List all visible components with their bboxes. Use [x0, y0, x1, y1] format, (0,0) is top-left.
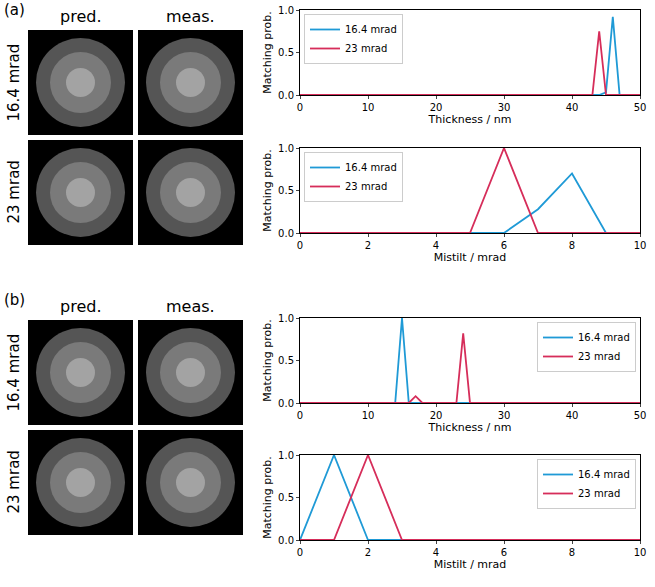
svg-text:0.5: 0.5: [278, 47, 294, 58]
svg-text:2: 2: [365, 240, 371, 251]
svg-text:23 mrad: 23 mrad: [578, 351, 620, 362]
svg-text:10: 10: [362, 410, 375, 421]
svg-text:0.5: 0.5: [278, 185, 294, 196]
svg-text:16.4 mrad: 16.4 mrad: [578, 332, 630, 343]
svg-text:30: 30: [498, 410, 511, 421]
svg-text:16.4 mrad: 16.4 mrad: [345, 162, 397, 173]
svg-text:pred.: pred.: [60, 7, 101, 26]
svg-text:10: 10: [362, 102, 375, 113]
svg-text:20: 20: [430, 410, 443, 421]
svg-text:1.0: 1.0: [278, 143, 294, 154]
svg-text:10: 10: [634, 547, 647, 558]
svg-text:Thickness / nm: Thickness / nm: [428, 113, 512, 126]
svg-text:0.0: 0.0: [278, 90, 294, 101]
svg-text:8: 8: [569, 240, 575, 251]
svg-text:Mistilt / mrad: Mistilt / mrad: [434, 558, 507, 571]
svg-text:4: 4: [433, 547, 439, 558]
svg-text:meas.: meas.: [166, 297, 215, 316]
svg-text:6: 6: [501, 547, 507, 558]
svg-text:1.0: 1.0: [278, 313, 294, 324]
svg-text:Matching prob.: Matching prob.: [261, 149, 274, 232]
svg-text:Mistilt / mrad: Mistilt / mrad: [434, 251, 507, 264]
svg-text:40: 40: [566, 102, 579, 113]
svg-text:40: 40: [566, 410, 579, 421]
svg-text:0: 0: [297, 240, 303, 251]
svg-text:16.4 mrad: 16.4 mrad: [5, 334, 23, 412]
svg-text:23 mrad: 23 mrad: [5, 160, 23, 223]
svg-text:0.0: 0.0: [278, 535, 294, 546]
svg-text:50: 50: [634, 102, 647, 113]
svg-text:0.0: 0.0: [278, 398, 294, 409]
svg-text:23 mrad: 23 mrad: [345, 181, 387, 192]
svg-text:20: 20: [430, 102, 443, 113]
svg-text:0.5: 0.5: [278, 355, 294, 366]
svg-text:16.4 mrad: 16.4 mrad: [5, 44, 23, 122]
svg-text:0.0: 0.0: [278, 228, 294, 239]
svg-text:16.4 mrad: 16.4 mrad: [578, 469, 630, 480]
svg-text:Matching prob.: Matching prob.: [261, 319, 274, 402]
svg-text:1.0: 1.0: [278, 450, 294, 461]
svg-text:23 mrad: 23 mrad: [5, 450, 23, 513]
svg-text:0: 0: [297, 102, 303, 113]
svg-text:30: 30: [498, 102, 511, 113]
svg-text:0.5: 0.5: [278, 492, 294, 503]
svg-text:50: 50: [634, 410, 647, 421]
svg-text:10: 10: [634, 240, 647, 251]
svg-text:4: 4: [433, 240, 439, 251]
svg-text:Matching prob.: Matching prob.: [261, 11, 274, 94]
svg-text:1.0: 1.0: [278, 5, 294, 16]
svg-text:(a): (a): [4, 1, 25, 19]
svg-text:pred.: pred.: [60, 297, 101, 316]
svg-text:2: 2: [365, 547, 371, 558]
svg-text:0: 0: [297, 410, 303, 421]
svg-text:8: 8: [569, 547, 575, 558]
svg-text:6: 6: [501, 240, 507, 251]
svg-text:16.4 mrad: 16.4 mrad: [345, 24, 397, 35]
svg-text:23 mrad: 23 mrad: [578, 488, 620, 499]
svg-text:Thickness / nm: Thickness / nm: [428, 421, 512, 434]
svg-text:0: 0: [297, 547, 303, 558]
svg-text:Matching prob.: Matching prob.: [261, 456, 274, 539]
svg-text:23 mrad: 23 mrad: [345, 43, 387, 54]
svg-text:meas.: meas.: [166, 7, 215, 26]
svg-text:(b): (b): [4, 291, 25, 309]
